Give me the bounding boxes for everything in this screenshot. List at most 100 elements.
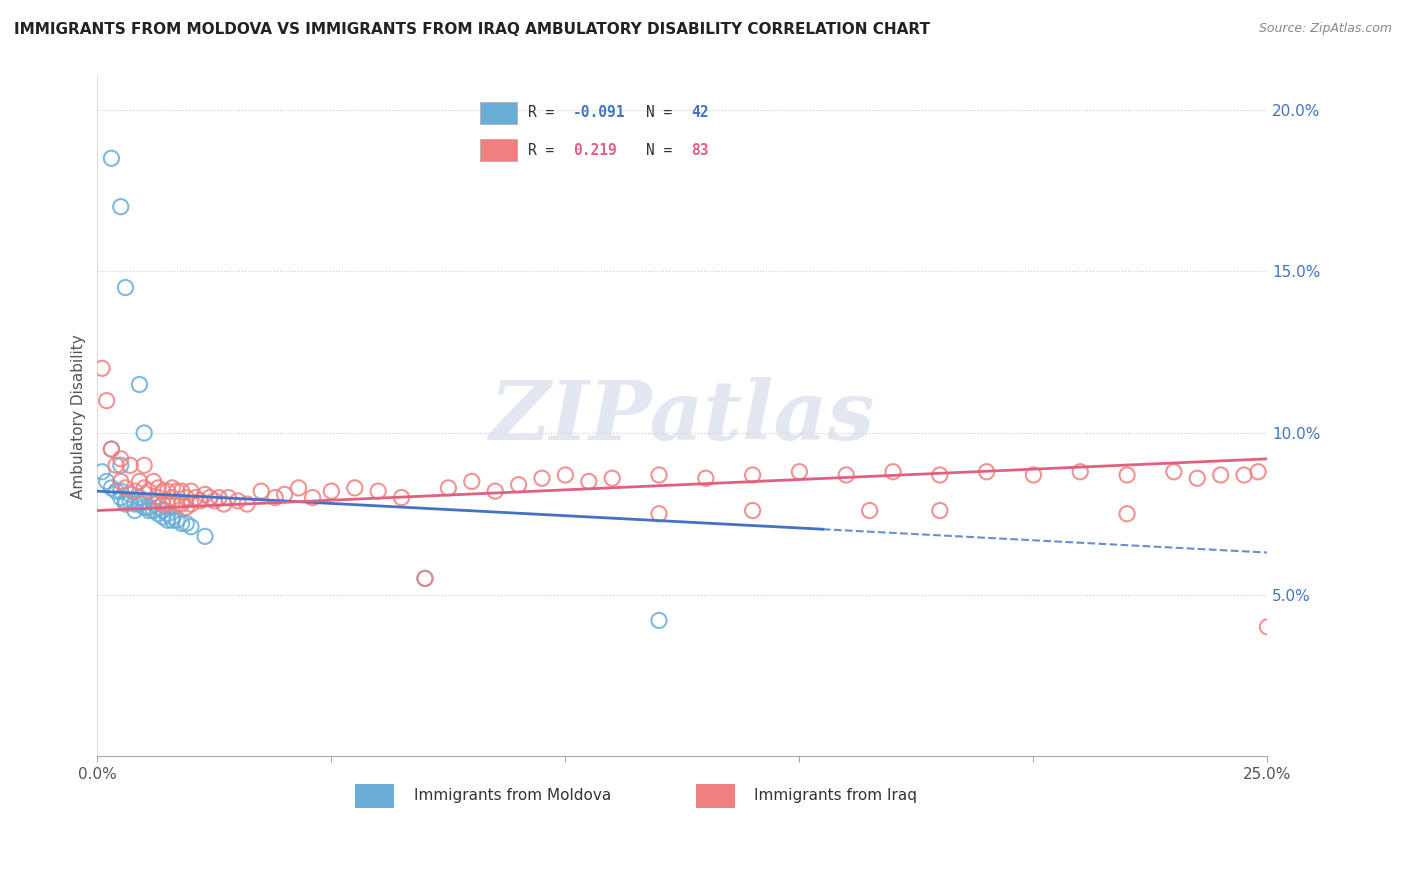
Point: [530, 471, 553, 485]
Point: [110, 475, 132, 489]
Point: [202, 493, 225, 508]
Point: [461, 475, 484, 489]
Point: [212, 497, 235, 511]
Point: [110, 491, 132, 505]
Point: [110, 451, 132, 466]
Point: [236, 497, 259, 511]
Point: [91, 465, 114, 479]
Point: [105, 484, 128, 499]
Point: [1187, 471, 1209, 485]
Point: [180, 519, 202, 533]
Point: [789, 465, 811, 479]
Point: [110, 484, 132, 499]
Point: [128, 377, 150, 392]
Point: [217, 491, 239, 505]
Point: [741, 467, 763, 482]
Point: [156, 513, 179, 527]
Point: [156, 507, 179, 521]
Point: [695, 471, 717, 485]
Point: [648, 467, 671, 482]
Point: [648, 614, 671, 628]
Point: [882, 465, 904, 479]
Point: [152, 510, 174, 524]
Point: [152, 484, 174, 499]
Point: [162, 513, 184, 527]
Point: [1116, 507, 1139, 521]
Point: [124, 484, 146, 499]
Point: [166, 484, 188, 499]
Point: [859, 503, 882, 517]
Point: [343, 481, 366, 495]
Point: [152, 503, 174, 517]
Point: [741, 503, 763, 517]
Point: [1209, 467, 1232, 482]
Point: [208, 491, 231, 505]
Point: [976, 465, 998, 479]
Point: [124, 503, 146, 517]
Point: [198, 491, 221, 505]
Point: [250, 484, 273, 499]
Point: [287, 481, 309, 495]
Point: [110, 200, 132, 214]
Point: [188, 493, 211, 508]
Point: [124, 497, 146, 511]
Point: [134, 481, 156, 495]
Point: [226, 493, 249, 508]
Point: [1116, 467, 1139, 482]
Point: [180, 497, 202, 511]
Point: [413, 571, 436, 585]
Point: [1022, 467, 1045, 482]
Point: [648, 507, 671, 521]
Point: [148, 500, 170, 515]
Point: [138, 484, 160, 499]
Point: [928, 467, 950, 482]
Point: [437, 481, 460, 495]
Point: [100, 442, 122, 457]
Point: [138, 503, 160, 517]
Point: [273, 487, 295, 501]
Point: [170, 516, 193, 531]
Point: [484, 484, 506, 499]
Y-axis label: Ambulatory Disability: Ambulatory Disability: [72, 334, 86, 500]
Point: [264, 491, 287, 505]
Point: [91, 361, 114, 376]
Point: [367, 484, 389, 499]
Point: [174, 516, 197, 531]
Point: [578, 475, 600, 489]
Point: [114, 481, 136, 495]
Point: [162, 491, 184, 505]
Point: [138, 500, 160, 515]
Point: [194, 529, 217, 543]
Point: [96, 475, 118, 489]
Point: [100, 442, 122, 457]
Point: [174, 491, 197, 505]
Point: [142, 503, 165, 517]
Point: [413, 571, 436, 585]
Point: [134, 458, 156, 473]
Point: [174, 500, 197, 515]
Point: [152, 497, 174, 511]
Point: [148, 507, 170, 521]
Point: [166, 497, 188, 511]
Point: [120, 493, 142, 508]
Point: [1069, 465, 1091, 479]
Point: [142, 475, 165, 489]
Point: [1163, 465, 1185, 479]
Point: [194, 487, 217, 501]
Point: [134, 425, 156, 440]
Point: [128, 475, 150, 489]
Point: [156, 497, 179, 511]
Point: [166, 513, 188, 527]
Point: [114, 280, 136, 294]
Point: [114, 497, 136, 511]
Text: ZIPatlas: ZIPatlas: [489, 376, 875, 457]
Point: [114, 493, 136, 508]
Point: [134, 500, 156, 515]
Point: [96, 393, 118, 408]
Text: Source: ZipAtlas.com: Source: ZipAtlas.com: [1258, 22, 1392, 36]
Point: [162, 510, 184, 524]
Point: [170, 497, 193, 511]
Point: [142, 497, 165, 511]
Point: [162, 481, 184, 495]
Point: [1256, 620, 1278, 634]
